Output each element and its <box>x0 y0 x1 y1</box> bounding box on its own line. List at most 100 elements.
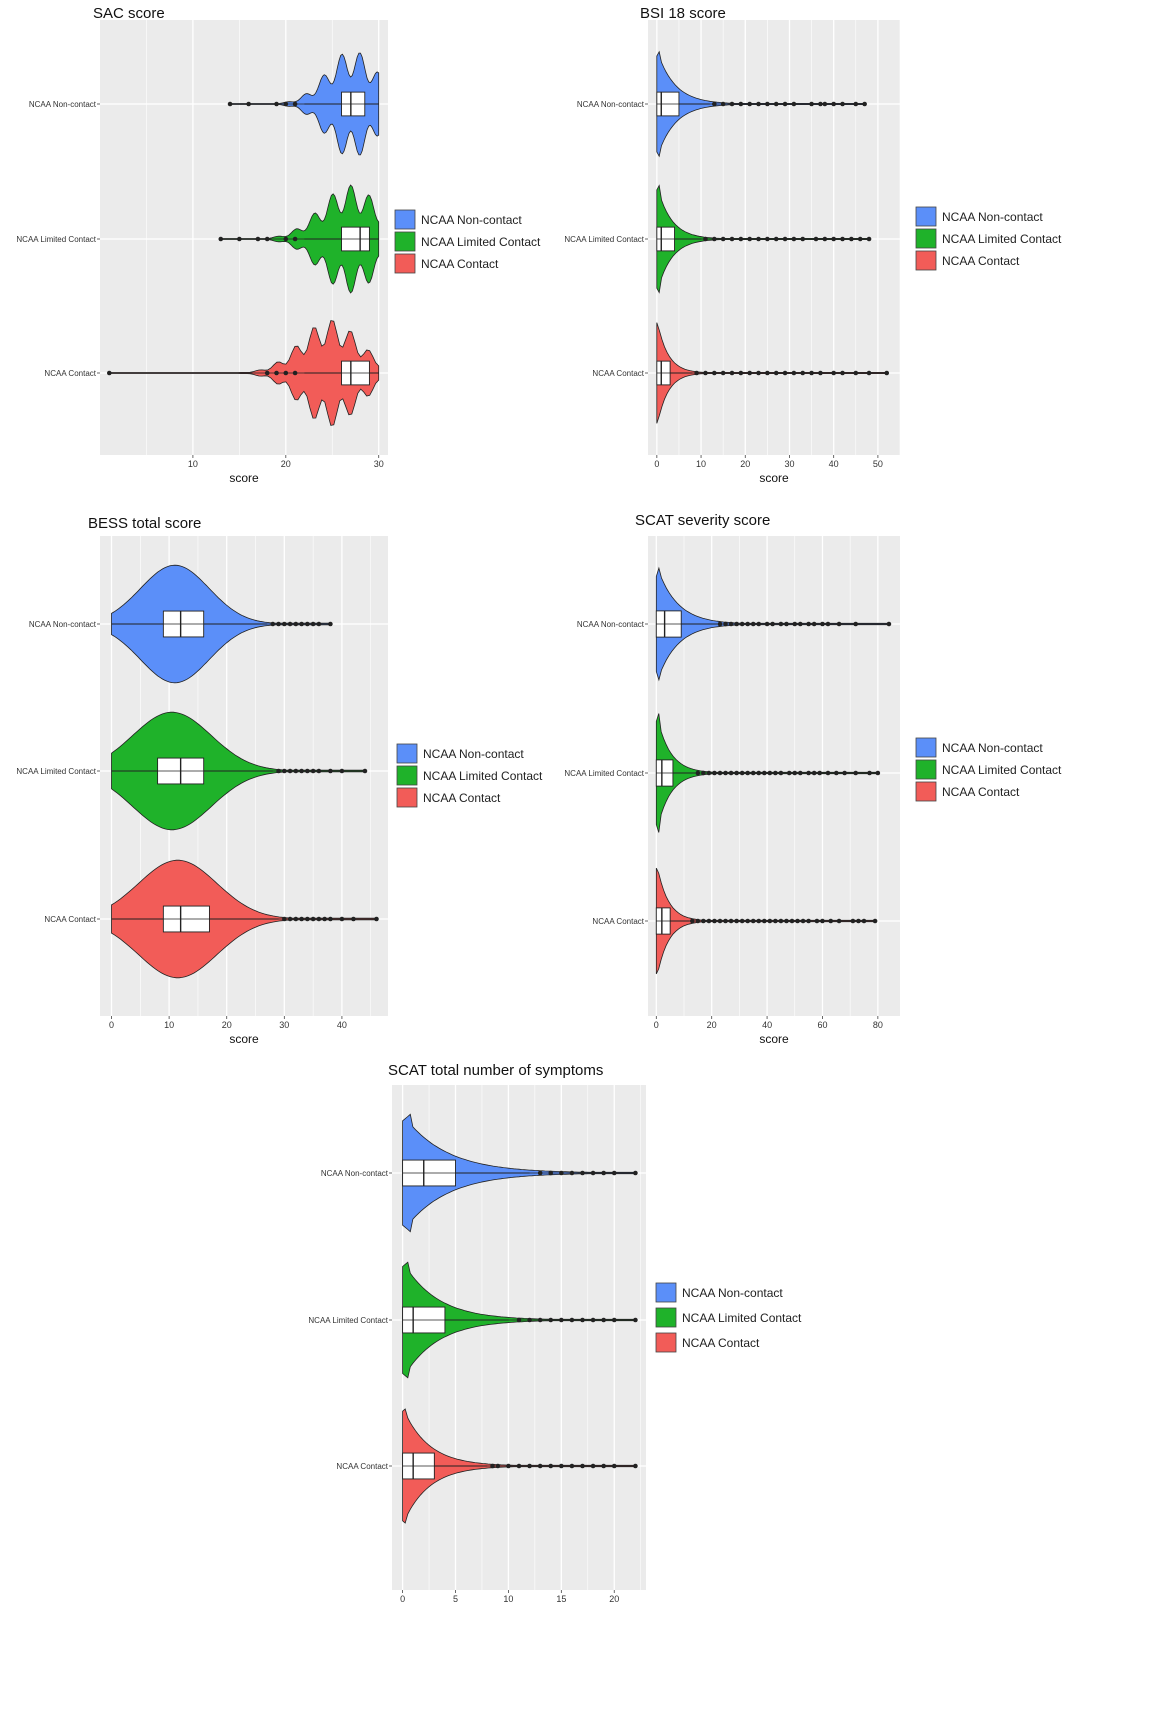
outlier-point-ncaa-non-contact <box>537 1170 543 1176</box>
outlier-point-ncaa-limited-contact <box>738 236 744 242</box>
outlier-point-ncaa-non-contact <box>548 1170 554 1176</box>
outlier-point-ncaa-contact <box>633 1463 638 1469</box>
outlier-point-ncaa-contact <box>701 918 706 924</box>
outlier-point-ncaa-limited-contact <box>792 770 798 776</box>
x-tick-label: 10 <box>164 1020 174 1030</box>
x-tick-label: 40 <box>337 1020 347 1030</box>
legend-label-ncaa-limited-contact: NCAA Limited Contact <box>942 232 1062 246</box>
outlier-point-ncaa-limited-contact <box>717 770 723 776</box>
outlier-point-ncaa-limited-contact <box>867 770 872 776</box>
outlier-point-ncaa-limited-contact <box>767 770 773 776</box>
outlier-point-ncaa-limited-contact <box>516 1317 522 1323</box>
x-axis-label: score <box>759 471 789 485</box>
outlier-point-ncaa-contact <box>282 916 287 922</box>
outlier-point-ncaa-limited-contact <box>831 236 836 242</box>
outlier-point-ncaa-limited-contact <box>590 1317 596 1323</box>
outlier-point-ncaa-contact <box>814 918 820 924</box>
outlier-point-ncaa-limited-contact <box>857 236 863 242</box>
y-category-label-ncaa-non-contact: NCAA Non-contact <box>321 1169 389 1178</box>
outlier-point-ncaa-contact <box>756 918 762 924</box>
outlier-point-ncaa-limited-contact <box>218 236 224 242</box>
outlier-point-ncaa-limited-contact <box>849 236 854 242</box>
outlier-point-ncaa-limited-contact <box>765 236 770 242</box>
legend-swatch-ncaa-non-contact <box>915 206 937 227</box>
outlier-point-ncaa-contact <box>274 370 279 376</box>
outlier-point-ncaa-limited-contact <box>806 770 811 776</box>
legend-swatch-ncaa-limited-contact <box>655 1307 677 1328</box>
outlier-point-ncaa-limited-contact <box>706 770 712 776</box>
outlier-point-ncaa-non-contact <box>809 101 814 107</box>
outlier-point-ncaa-contact <box>861 918 867 924</box>
outlier-point-ncaa-limited-contact <box>800 236 806 242</box>
outlier-point-ncaa-contact <box>611 1463 617 1469</box>
outlier-point-ncaa-contact <box>351 916 356 922</box>
legend-swatch-ncaa-limited-contact <box>396 765 418 786</box>
legend-swatch-ncaa-contact <box>655 1332 677 1353</box>
y-category-label-ncaa-limited-contact: NCAA Limited Contact <box>564 235 644 244</box>
outlier-point-ncaa-contact <box>784 918 789 924</box>
outlier-point-ncaa-limited-contact <box>299 768 304 774</box>
x-tick-label: 30 <box>279 1020 289 1030</box>
outlier-point-ncaa-non-contact <box>274 101 279 107</box>
outlier-point-ncaa-contact <box>537 1463 543 1469</box>
outlier-point-ncaa-contact <box>809 370 814 376</box>
outlier-point-ncaa-limited-contact <box>798 770 803 776</box>
outlier-point-ncaa-non-contact <box>328 621 333 627</box>
outlier-point-ncaa-limited-contact <box>339 768 345 774</box>
legend-label-ncaa-contact: NCAA Contact <box>682 1336 760 1350</box>
outlier-point-ncaa-contact <box>316 916 322 922</box>
outlier-point-ncaa-non-contact <box>720 101 726 107</box>
outlier-point-ncaa-limited-contact <box>305 768 310 774</box>
chart-title: BESS total score <box>88 515 201 532</box>
legend-label-ncaa-non-contact: NCAA Non-contact <box>423 747 524 761</box>
outlier-point-ncaa-non-contact <box>739 621 745 627</box>
outlier-point-ncaa-limited-contact <box>328 768 333 774</box>
outlier-point-ncaa-limited-contact <box>729 236 735 242</box>
outlier-point-ncaa-limited-contact <box>548 1317 554 1323</box>
outlier-point-ncaa-limited-contact <box>237 236 242 242</box>
outlier-point-ncaa-limited-contact <box>720 236 726 242</box>
outlier-point-ncaa-limited-contact <box>745 770 750 776</box>
outlier-point-ncaa-limited-contact <box>601 1317 606 1323</box>
y-category-label-ncaa-contact: NCAA Contact <box>592 917 644 926</box>
outlier-point-ncaa-non-contact <box>292 101 298 107</box>
outlier-point-ncaa-non-contact <box>729 101 735 107</box>
outlier-point-ncaa-limited-contact <box>811 770 817 776</box>
outlier-point-ncaa-contact <box>548 1463 554 1469</box>
outlier-point-ncaa-contact <box>729 370 735 376</box>
legend-label-ncaa-non-contact: NCAA Non-contact <box>942 741 1043 755</box>
outlier-point-ncaa-contact <box>712 370 717 376</box>
outlier-point-ncaa-limited-contact <box>853 770 858 776</box>
outlier-point-ncaa-contact <box>287 916 293 922</box>
legend-swatch-ncaa-contact <box>396 787 418 808</box>
outlier-point-ncaa-non-contact <box>559 1170 564 1176</box>
outlier-point-ncaa-non-contact <box>270 621 276 627</box>
outlier-point-ncaa-contact <box>756 370 761 376</box>
outlier-point-ncaa-contact <box>283 370 289 376</box>
outlier-point-ncaa-limited-contact <box>773 770 778 776</box>
outlier-point-ncaa-contact <box>884 370 890 376</box>
legend-swatch-ncaa-non-contact <box>915 737 937 758</box>
legend-label-ncaa-limited-contact: NCAA Limited Contact <box>942 763 1062 777</box>
x-tick-label: 30 <box>784 459 794 469</box>
x-tick-label: 40 <box>762 1020 772 1030</box>
outlier-point-ncaa-non-contact <box>806 621 811 627</box>
outlier-point-ncaa-limited-contact <box>866 236 872 242</box>
outlier-point-ncaa-contact <box>339 916 345 922</box>
outlier-point-ncaa-limited-contact <box>750 770 756 776</box>
outlier-point-ncaa-limited-contact <box>834 770 839 776</box>
outlier-point-ncaa-limited-contact <box>782 236 788 242</box>
outlier-point-ncaa-non-contact <box>745 621 750 627</box>
x-tick-label: 60 <box>817 1020 827 1030</box>
outlier-point-ncaa-limited-contact <box>734 770 739 776</box>
outlier-point-ncaa-non-contact <box>822 101 828 107</box>
outlier-point-ncaa-contact <box>690 918 695 924</box>
outlier-point-ncaa-limited-contact <box>276 768 281 774</box>
x-tick-label: 20 <box>609 1594 619 1604</box>
outlier-point-ncaa-contact <box>747 370 752 376</box>
outlier-point-ncaa-contact <box>580 1463 585 1469</box>
outlier-point-ncaa-contact <box>569 1463 575 1469</box>
outlier-point-ncaa-contact <box>782 370 788 376</box>
outlier-point-ncaa-non-contact <box>750 621 756 627</box>
x-tick-label: 5 <box>453 1594 458 1604</box>
